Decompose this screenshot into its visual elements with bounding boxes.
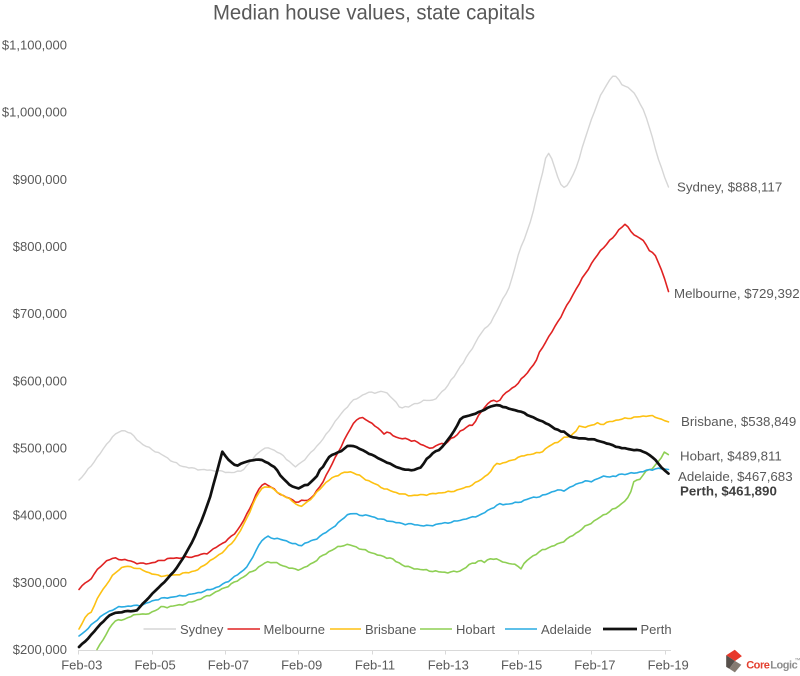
svg-text:Hobart: Hobart bbox=[456, 622, 495, 637]
svg-text:Feb-03: Feb-03 bbox=[61, 658, 102, 673]
svg-text:$700,000: $700,000 bbox=[13, 306, 67, 321]
svg-text:Melbourne, $729,392: Melbourne, $729,392 bbox=[674, 286, 800, 301]
svg-text:$500,000: $500,000 bbox=[13, 441, 67, 456]
svg-text:Brisbane: Brisbane bbox=[365, 622, 416, 637]
svg-text:Feb-19: Feb-19 bbox=[648, 658, 689, 673]
svg-text:$300,000: $300,000 bbox=[13, 575, 67, 590]
svg-text:™: ™ bbox=[795, 657, 800, 664]
svg-text:Sydney: Sydney bbox=[180, 622, 224, 637]
svg-text:Feb-15: Feb-15 bbox=[501, 658, 542, 673]
svg-text:$800,000: $800,000 bbox=[13, 239, 67, 254]
svg-text:Adelaide, $467,683: Adelaide, $467,683 bbox=[678, 469, 793, 484]
svg-text:Perth, $461,890: Perth, $461,890 bbox=[680, 484, 777, 499]
svg-text:$1,100,000: $1,100,000 bbox=[2, 38, 67, 53]
svg-text:Feb-13: Feb-13 bbox=[428, 658, 469, 673]
svg-text:Melbourne: Melbourne bbox=[264, 622, 325, 637]
svg-text:$200,000: $200,000 bbox=[13, 642, 67, 657]
svg-text:$600,000: $600,000 bbox=[13, 373, 67, 388]
svg-text:Median house values, state cap: Median house values, state capitals bbox=[213, 1, 535, 25]
svg-text:Feb-09: Feb-09 bbox=[281, 658, 322, 673]
svg-text:$400,000: $400,000 bbox=[13, 508, 67, 523]
svg-text:Perth: Perth bbox=[641, 622, 672, 637]
svg-text:Hobart, $489,811: Hobart, $489,811 bbox=[680, 449, 782, 464]
svg-text:Feb-07: Feb-07 bbox=[208, 658, 249, 673]
svg-text:Logic: Logic bbox=[770, 660, 797, 672]
svg-text:Feb-05: Feb-05 bbox=[134, 658, 175, 673]
svg-text:Adelaide: Adelaide bbox=[541, 622, 592, 637]
svg-text:Feb-17: Feb-17 bbox=[574, 658, 615, 673]
svg-text:Feb-11: Feb-11 bbox=[355, 658, 395, 673]
svg-text:Core: Core bbox=[746, 660, 770, 672]
svg-text:Sydney, $888,117: Sydney, $888,117 bbox=[677, 180, 782, 195]
svg-text:Brisbane, $538,849: Brisbane, $538,849 bbox=[681, 414, 796, 429]
svg-text:$900,000: $900,000 bbox=[13, 172, 67, 187]
svg-text:$1,000,000: $1,000,000 bbox=[2, 105, 67, 120]
